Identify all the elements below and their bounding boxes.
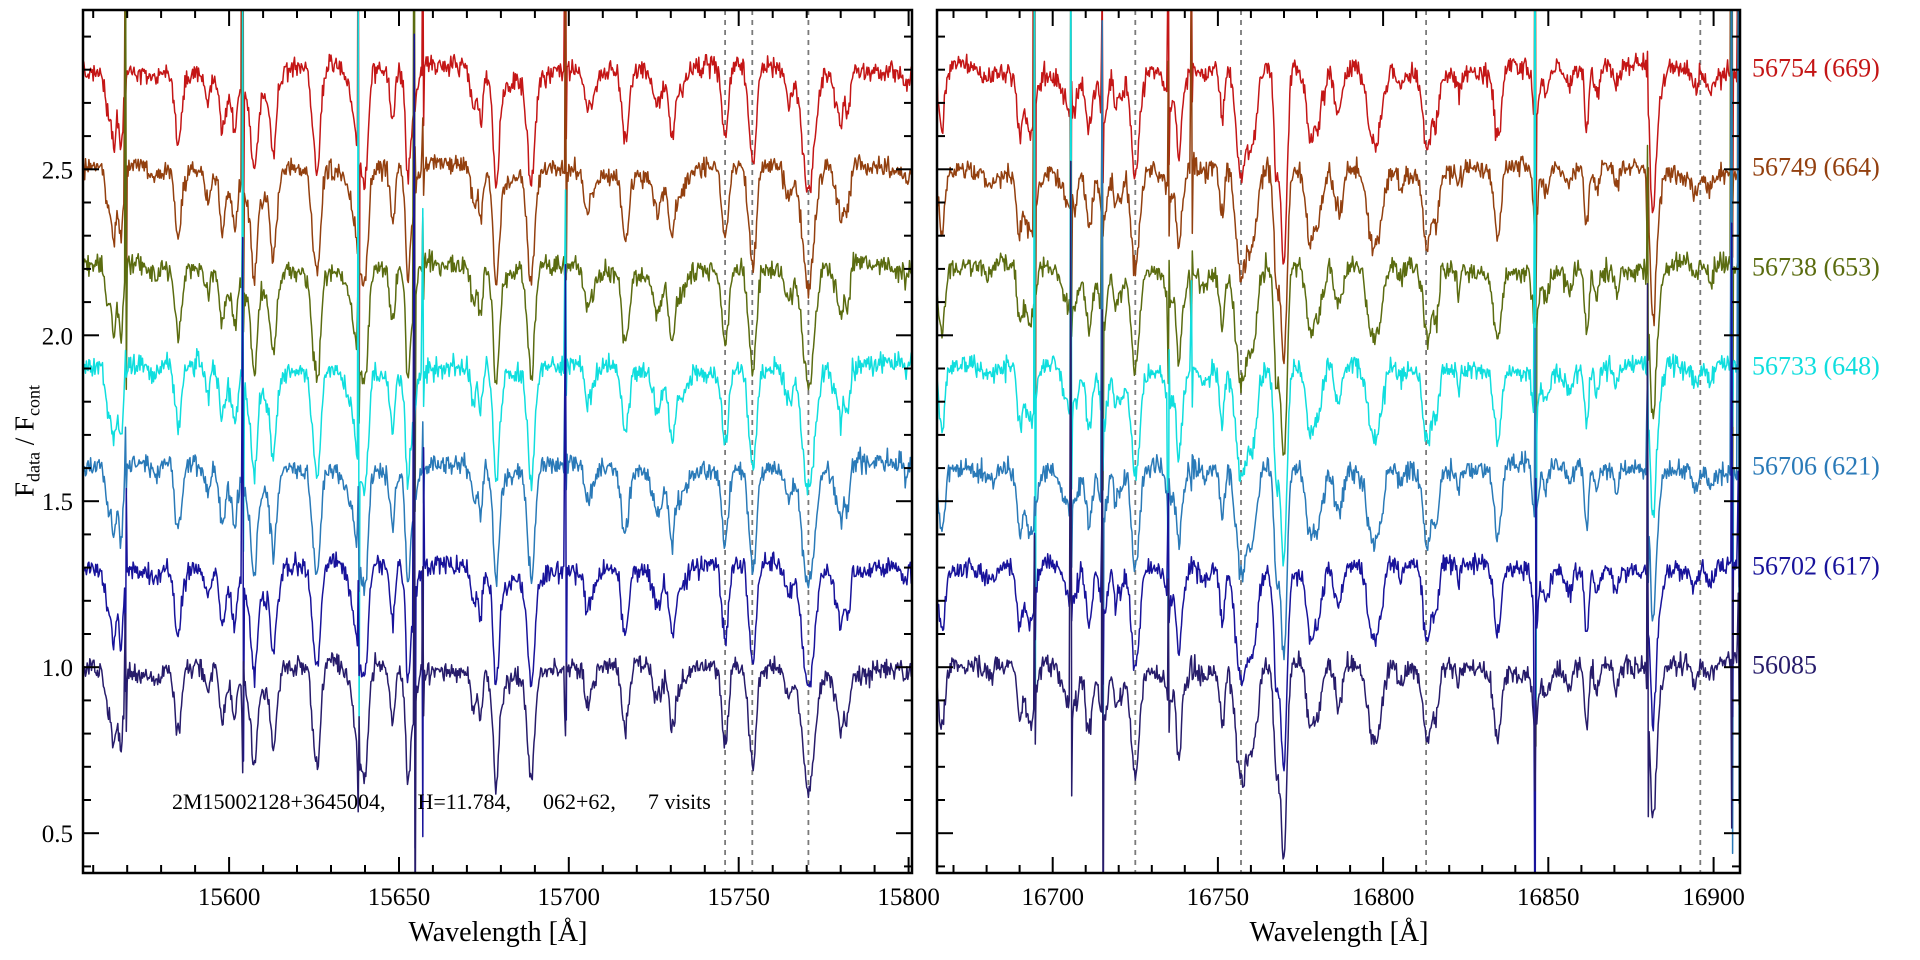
spectrum-line — [83, 329, 912, 873]
spectrum-line — [937, 10, 1740, 431]
x-tick-label: 15600 — [198, 884, 261, 911]
x-tick-label: 16850 — [1517, 884, 1580, 911]
x-tick-label: 15750 — [707, 884, 770, 911]
series-label: 56738 (653) — [1752, 252, 1880, 282]
series-label: 56702 (617) — [1752, 551, 1880, 581]
spectrum-line — [83, 33, 912, 849]
y-axis-label: Fdata / Fcont — [9, 385, 44, 497]
spectrum-line — [83, 10, 912, 513]
x-axis-label-right: Wavelength [Å] — [1249, 917, 1429, 948]
series-label: 56085 — [1752, 650, 1817, 680]
spectrum-line — [937, 10, 1740, 855]
spectrum-line — [937, 10, 1740, 507]
spectrum-line — [937, 222, 1740, 873]
ylabel-sub-cont: cont — [23, 384, 44, 416]
x-tick-label: 16800 — [1352, 884, 1415, 911]
y-tick-label: 2.0 — [42, 323, 73, 350]
spectrum-line — [83, 10, 912, 369]
spectrum-line — [937, 10, 1740, 736]
annotation-field: 062+62, — [542, 789, 616, 814]
ylabel-f2: / F — [9, 415, 40, 453]
panel-frame — [81, 8, 914, 875]
x-tick-label: 15650 — [368, 884, 431, 911]
target-annotation: 2M15002128+3645004, H=11.784, 062+62, 7 vis… — [172, 789, 743, 815]
annotation-visits: 7 visits — [647, 789, 711, 814]
annotation-hmag: H=11.784, — [417, 789, 511, 814]
spectrum-line — [83, 10, 912, 731]
x-tick-label: 15700 — [538, 884, 601, 911]
panel-frame — [935, 8, 1742, 875]
spectrum-line — [83, 10, 912, 417]
y-tick-label: 1.0 — [42, 655, 73, 682]
series-label: 56706 (621) — [1752, 451, 1880, 481]
spectrum-line — [83, 346, 912, 597]
y-tick-label: 1.5 — [42, 489, 73, 516]
y-tick-label: 2.5 — [42, 157, 73, 184]
y-tick-label: 0.5 — [42, 821, 73, 848]
x-tick-label: 16900 — [1682, 884, 1745, 911]
x-tick-label: 16750 — [1187, 884, 1250, 911]
annotation-target-id: 2M15002128+3645004, — [172, 789, 386, 814]
x-tick-label: 15800 — [877, 884, 940, 911]
series-label: 56733 (648) — [1752, 351, 1880, 381]
x-tick-label: 16700 — [1021, 884, 1084, 911]
x-axis-label-left: Wavelength [Å] — [408, 917, 588, 948]
series-label: 56754 (669) — [1752, 53, 1880, 83]
series-label: 56749 (664) — [1752, 152, 1880, 182]
spectrum-line — [937, 160, 1740, 873]
ylabel-sub-data: data — [23, 452, 44, 482]
ylabel-f1: F — [9, 481, 40, 498]
